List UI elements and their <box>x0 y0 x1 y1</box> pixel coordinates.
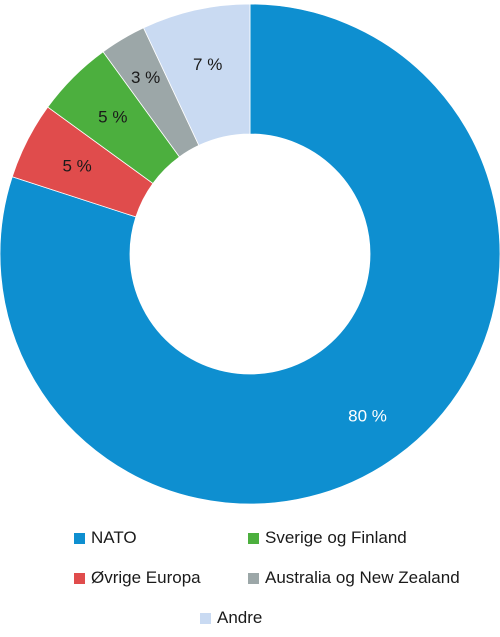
data-label-nato: 80 % <box>348 406 387 425</box>
donut-chart-svg: 80 % 5 % 5 % 3 % 7 % <box>0 3 500 505</box>
legend-swatch-ovrige-europa <box>74 572 85 584</box>
legend-swatch-sverige-og-finland <box>248 532 259 544</box>
legend-item-nato: NATO <box>74 528 137 548</box>
legend-swatch-nato <box>74 532 85 544</box>
data-label-australia-og-new-zealand: 3 % <box>131 68 160 87</box>
legend-item-ovrige-europa: Øvrige Europa <box>74 568 201 588</box>
legend-label-nato: NATO <box>91 528 137 547</box>
legend-swatch-australia-og-new-zealand <box>248 572 259 584</box>
data-label-ovrige-europa: 5 % <box>62 156 91 175</box>
legend-label-ovrige-europa: Øvrige Europa <box>91 568 201 587</box>
data-label-andre: 7 % <box>193 55 222 74</box>
legend-item-andre: Andre <box>200 608 262 628</box>
legend-label-australia-og-new-zealand: Australia og New Zealand <box>265 568 460 587</box>
data-label-sverige-og-finland: 5 % <box>98 107 127 126</box>
slice-andre <box>143 3 251 146</box>
legend-item-australia-og-new-zealand: Australia og New Zealand <box>248 568 460 588</box>
legend-swatch-andre <box>200 612 211 624</box>
legend-item-sverige-og-finland: Sverige og Finland <box>248 528 407 548</box>
legend-label-andre: Andre <box>217 608 263 627</box>
legend-label-sverige-og-finland: Sverige og Finland <box>265 528 407 547</box>
slice-nato <box>0 3 500 505</box>
